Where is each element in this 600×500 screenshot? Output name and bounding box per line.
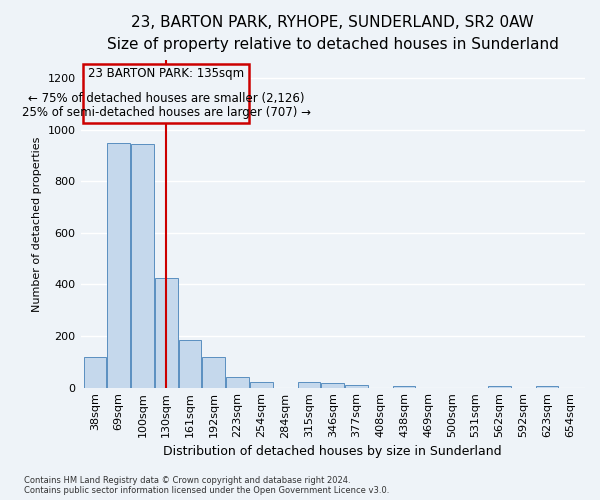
Bar xyxy=(536,386,558,388)
Text: ← 75% of detached houses are smaller (2,126): ← 75% of detached houses are smaller (2,… xyxy=(28,92,304,106)
Text: Contains HM Land Registry data © Crown copyright and database right 2024.
Contai: Contains HM Land Registry data © Crown c… xyxy=(24,476,389,495)
X-axis label: Distribution of detached houses by size in Sunderland: Distribution of detached houses by size … xyxy=(163,444,502,458)
Bar xyxy=(202,357,225,388)
Title: 23, BARTON PARK, RYHOPE, SUNDERLAND, SR2 0AW
Size of property relative to detach: 23, BARTON PARK, RYHOPE, SUNDERLAND, SR2… xyxy=(107,15,559,52)
Bar xyxy=(179,340,201,388)
Bar xyxy=(393,386,415,388)
Bar xyxy=(107,143,130,388)
Text: 25% of semi-detached houses are larger (707) →: 25% of semi-detached houses are larger (… xyxy=(22,106,311,119)
Bar xyxy=(488,386,511,388)
Bar xyxy=(345,385,368,388)
Bar xyxy=(131,144,154,388)
Bar xyxy=(298,382,320,388)
Bar xyxy=(250,382,272,388)
Bar xyxy=(322,383,344,388)
Bar xyxy=(155,278,178,388)
Text: 23 BARTON PARK: 135sqm: 23 BARTON PARK: 135sqm xyxy=(88,68,244,80)
Bar xyxy=(83,356,106,388)
Bar xyxy=(226,376,249,388)
FancyBboxPatch shape xyxy=(83,64,250,124)
Y-axis label: Number of detached properties: Number of detached properties xyxy=(32,136,42,312)
